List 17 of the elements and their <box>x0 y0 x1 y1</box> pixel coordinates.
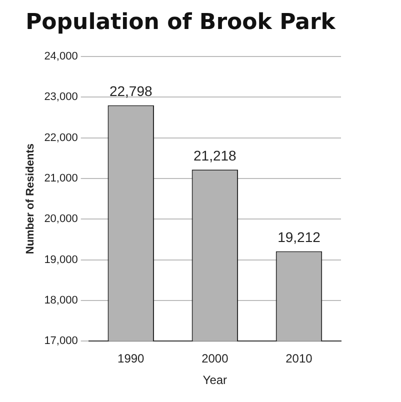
x-tick-label: 1990 <box>118 352 145 366</box>
y-tick-label: 24,000 <box>44 50 78 62</box>
x-tick-label: 2000 <box>202 352 229 366</box>
data-label: 21,218 <box>194 147 237 164</box>
y-tick-label: 21,000 <box>44 172 78 184</box>
y-axis-title: Number of Residents <box>24 143 37 254</box>
chart-title: Population of Brook Park <box>26 10 337 35</box>
data-label: 22,798 <box>109 83 152 100</box>
y-tick-label: 17,000 <box>44 335 78 348</box>
x-tick-label: 2010 <box>286 352 313 366</box>
y-tick-label: 18,000 <box>44 294 78 307</box>
y-tick-label: 22,000 <box>44 132 78 144</box>
data-label: 19,212 <box>278 229 321 246</box>
y-tick-label: 19,000 <box>44 254 78 266</box>
y-tick-label: 23,000 <box>44 91 78 104</box>
x-axis-title: Year <box>202 373 228 388</box>
y-tick-label: 20,000 <box>44 213 78 226</box>
